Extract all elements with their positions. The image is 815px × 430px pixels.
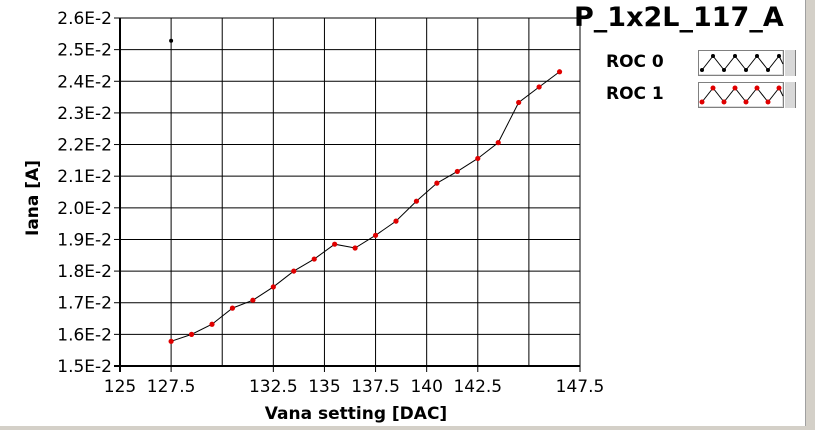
data-point-roc1: [209, 321, 215, 327]
data-point-roc1: [495, 140, 501, 146]
data-point-roc1: [311, 256, 317, 262]
legend-label-roc0: ROC 0: [606, 52, 664, 72]
y-tick-label: 1.7E-2: [57, 294, 112, 314]
data-point-roc1: [352, 245, 358, 251]
y-tick-label: 2.3E-2: [57, 104, 112, 124]
legend-label-roc1: ROC 1: [606, 84, 664, 104]
data-point-roc1: [229, 305, 236, 311]
data-point-roc1: [270, 284, 276, 290]
x-tick-label: 127.5: [147, 377, 196, 397]
y-tick-label: 1.8E-2: [57, 262, 112, 282]
legend-scroll-bevel: [785, 82, 796, 108]
y-tick-label: 2.5E-2: [57, 41, 112, 61]
y-tick-label: 2.0E-2: [57, 199, 112, 219]
legend-swatch-roc1: [698, 82, 784, 108]
x-tick-label: 137.5: [351, 377, 400, 397]
data-point-roc1: [434, 180, 440, 186]
data-point-roc1: [372, 232, 379, 238]
legend-swatch-roc0-graphic: [700, 54, 784, 72]
series-layer: [168, 38, 563, 344]
x-tick-label: 135: [308, 377, 340, 397]
data-point-roc1: [332, 241, 338, 247]
x-tick-label: 125: [104, 377, 136, 397]
y-tick-label: 2.2E-2: [57, 136, 112, 156]
y-tick-label: 1.9E-2: [57, 230, 112, 250]
legend-swatch-roc1-graphic: [699, 85, 784, 105]
data-point-roc1: [536, 84, 542, 90]
data-point-roc1: [413, 198, 420, 204]
data-point-roc1: [250, 297, 256, 303]
x-tick-label: 142.5: [453, 377, 502, 397]
y-tick-label: 2.1E-2: [57, 167, 112, 187]
y-axis-label: Iana [A]: [23, 160, 43, 236]
y-tick-label: 2.6E-2: [57, 9, 112, 29]
y-tick-labels: 1.5E-2 1.6E-2 1.7E-2 1.8E-2 1.9E-2 2.0E-2 2.1E…: [57, 9, 112, 377]
y-tick-label: 1.5E-2: [57, 357, 112, 377]
data-point-roc1: [393, 218, 399, 224]
legend: ROC 0 ROC 1: [594, 48, 802, 112]
x-tick-label: 147.5: [556, 377, 605, 397]
legend-item-roc1: ROC 1: [594, 80, 802, 110]
data-point-roc1: [454, 168, 460, 175]
series-line-roc1: [170, 71, 560, 342]
data-point-roc0: [169, 38, 174, 43]
data-point-roc1: [168, 338, 174, 344]
data-point-roc1: [291, 268, 297, 274]
x-tick-label: 140: [410, 377, 442, 397]
data-point-roc1: [188, 331, 195, 337]
data-point-roc1: [516, 99, 522, 106]
legend-swatch-roc0: [698, 50, 784, 76]
window-right-edge: [805, 0, 815, 430]
x-tick-labels: 125 127.5 132.5 135 137.5 140 142.5 147.5: [104, 377, 605, 397]
legend-item-roc0: ROC 0: [594, 48, 802, 78]
x-axis-label: Vana setting [DAC]: [265, 404, 447, 424]
window-bottom-edge: [0, 426, 815, 430]
data-point-roc1: [475, 155, 481, 162]
grid-lines: [114, 17, 581, 372]
y-tick-label: 1.6E-2: [57, 325, 112, 345]
data-point-roc1: [556, 69, 563, 75]
chart-title: P_1x2L_117_A: [574, 2, 784, 33]
y-tick-label: 2.4E-2: [57, 72, 112, 92]
x-tick-label: 132.5: [249, 377, 298, 397]
legend-scroll-bevel: [785, 50, 796, 76]
